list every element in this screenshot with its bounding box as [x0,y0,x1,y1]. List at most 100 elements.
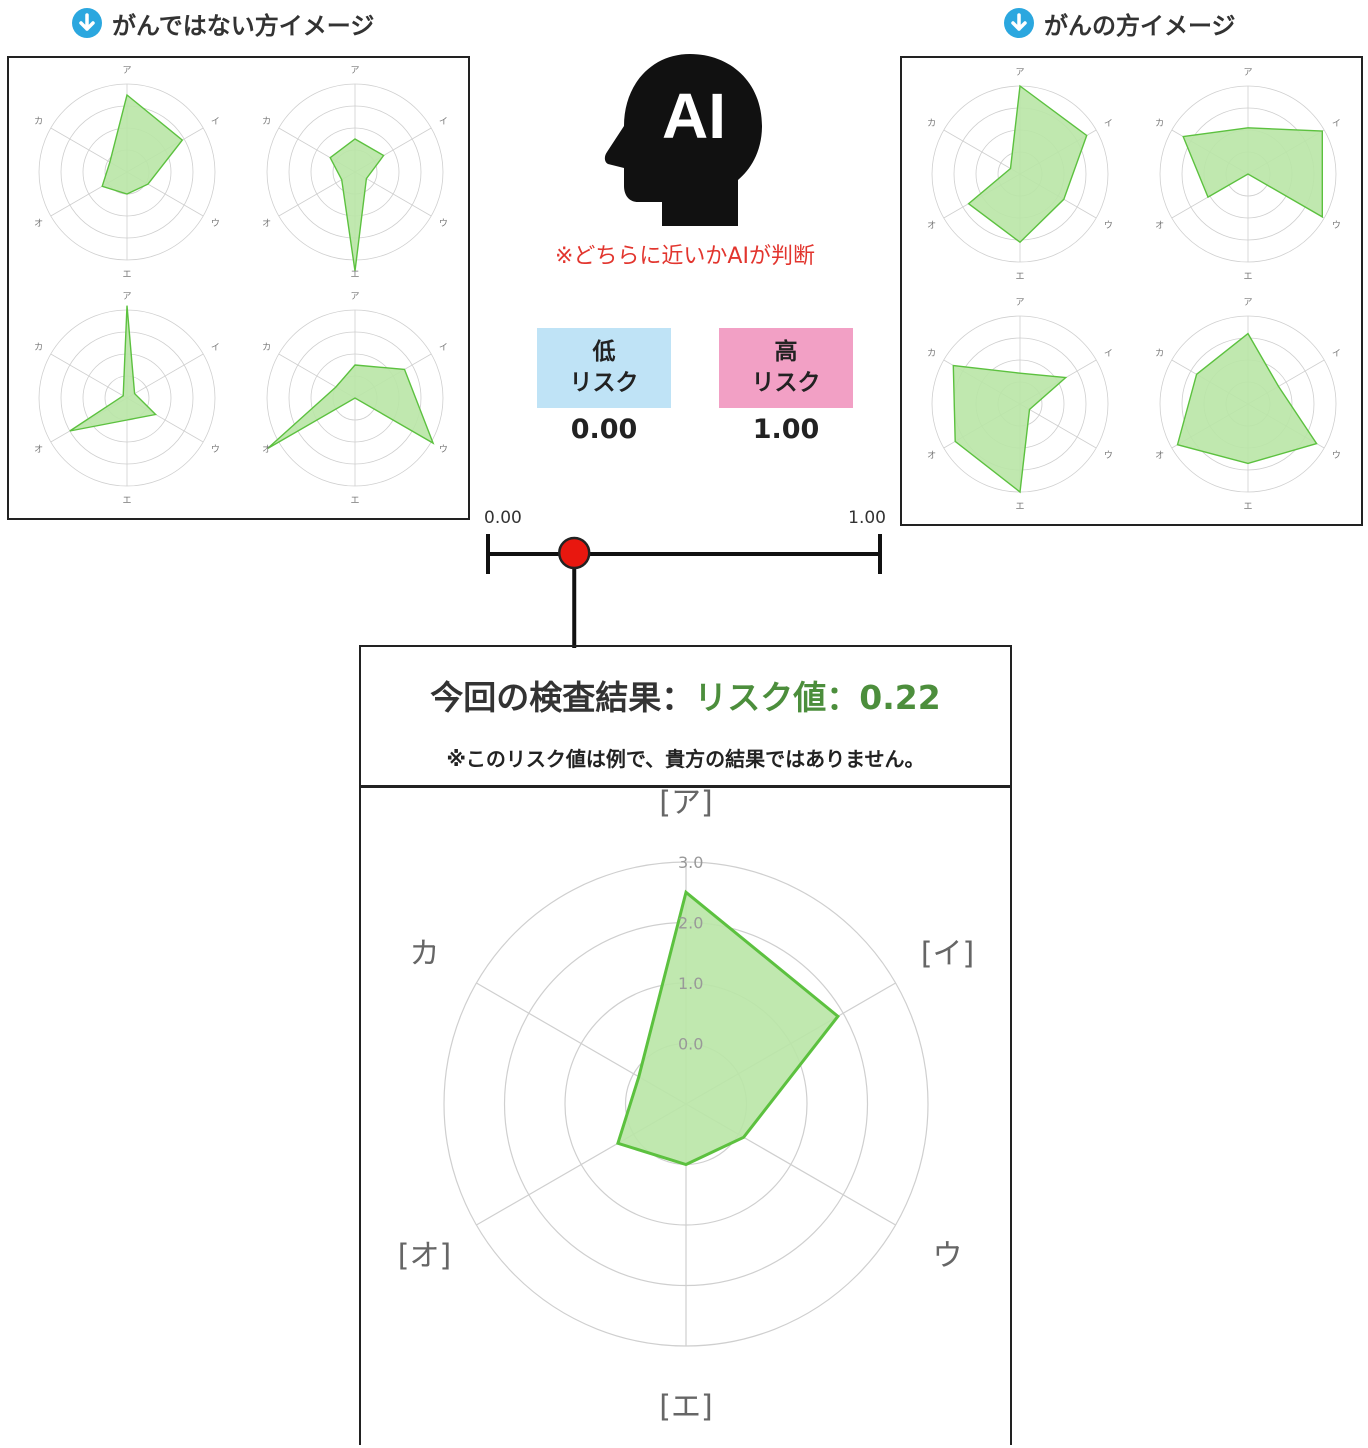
axis-label: イ [439,117,448,127]
cancer-header: がんの方イメージ [1004,6,1236,40]
result-radar-chart: 0.0 1.0 2.0 3.0 [ア] [イ] ウ [エ] [オ] カ [398,788,975,1425]
axis-label: カ [1155,118,1164,129]
axis-label: エ [350,270,359,280]
ai-head-icon: AI [604,54,762,226]
result-divider [361,785,1010,788]
data-polygon [967,84,1088,244]
axis-label: ア [350,292,359,302]
low-risk-value: 0.00 [570,414,638,445]
axis-label: ウ [211,444,220,455]
high-risk-label-1: 高 [774,339,798,365]
axis-label: オ [1155,450,1164,461]
high-risk-label-2: リスク [751,370,821,396]
axis-label: エ [1015,502,1024,512]
low-risk-label-2: リスク [569,370,639,396]
risk-marker [557,536,591,570]
tick-label: 0.0 [678,1035,703,1054]
axis-label: オ [34,444,43,455]
cancer-examples: アイウエオカ アイウエオカ アイウエオカ アイウエオカ [900,56,1363,526]
axis-label: カ [1155,348,1164,359]
scale-max-label: 1.00 [848,508,886,528]
axis-label: ウ [933,1239,963,1274]
axis-label: ウ [439,218,448,229]
data-polygon [1182,127,1324,219]
axis-label: エ [350,496,359,506]
axis-label: カ [927,118,936,129]
down-arrow-icon [72,8,102,38]
cancer-header-label: がんの方イメージ [1044,11,1236,40]
high-risk-value: 1.00 [752,414,820,445]
axis-label: カ [262,116,271,127]
low-risk-box: 低 リスク [537,328,671,408]
down-arrow-icon [1004,8,1034,38]
grid-spoke [1019,403,1097,449]
data-polygon [69,305,158,432]
axis-label: オ [34,218,43,229]
tick-label: 3.0 [678,853,703,872]
axis-label: ア [122,292,131,302]
axis-label: オ [262,218,271,229]
data-polygon [616,889,840,1167]
tick-label: 1.0 [678,974,703,993]
grid-spoke [50,353,128,399]
axis-label: オ [927,450,936,461]
axis-label: オ [262,444,271,455]
axis-label: エ [122,270,131,280]
axis-label: イ [211,117,220,127]
grid-spoke [354,171,432,217]
axis-label: [イ] [921,937,974,972]
data-polygon [101,93,184,195]
result-disclaimer: ※このリスク値は例で、貴方の結果ではありません。 [446,747,925,771]
axis-label: [オ] [398,1239,451,1274]
axis-label: ウ [1104,220,1113,231]
data-polygon [1176,332,1318,465]
grid-spoke [126,353,204,399]
axis-label: エ [1015,272,1024,282]
axis-label: カ [262,342,271,353]
axis-label: イ [1332,119,1341,129]
tick-label: 2.0 [678,914,703,933]
axis-label: エ [1243,272,1252,282]
axis-label: イ [211,343,220,353]
axis-label: ウ [439,444,448,455]
non-cancer-examples: アイウエオカ アイウエオカ アイウエオカ アイウエオカ [7,56,470,520]
axis-label: ウ [1332,220,1341,231]
axis-label: ア [1015,298,1024,308]
axis-label: ア [1243,68,1252,78]
axis-label: エ [122,496,131,506]
result-risk-value: リスク値：0.22 [694,678,941,717]
axis-label: ア [1243,298,1252,308]
axis-label: オ [1155,220,1164,231]
scale-min-label: 0.00 [484,508,522,528]
axis-label: カ [927,348,936,359]
axis-label: [ア] [659,788,712,821]
data-polygon [329,138,385,272]
axis-label: カ [409,937,439,972]
axis-label: ウ [1104,450,1113,461]
axis-label: イ [1104,349,1113,359]
data-polygon [266,364,435,450]
risk-scale: 0.00 1.00 [484,508,886,648]
result-title-prefix: 今回の検査結果： [430,678,695,717]
axis-label: イ [1332,349,1341,359]
axis-label: カ [34,342,43,353]
high-risk-box: 高 リスク [719,328,853,408]
axis-label: ア [350,66,359,76]
result-title: 今回の検査結果：リスク値：0.22 [361,671,1010,719]
axis-label: カ [34,116,43,127]
axis-label: エ [1243,502,1252,512]
axis-label: オ [927,220,936,231]
non-cancer-header: がんではない方イメージ [72,6,374,40]
axis-label: イ [439,343,448,353]
data-polygon [952,364,1068,494]
result-panel: 今回の検査結果：リスク値：0.22 ※このリスク値は例で、貴方の結果ではありませ… [359,645,1012,1445]
axis-label: ア [122,66,131,76]
